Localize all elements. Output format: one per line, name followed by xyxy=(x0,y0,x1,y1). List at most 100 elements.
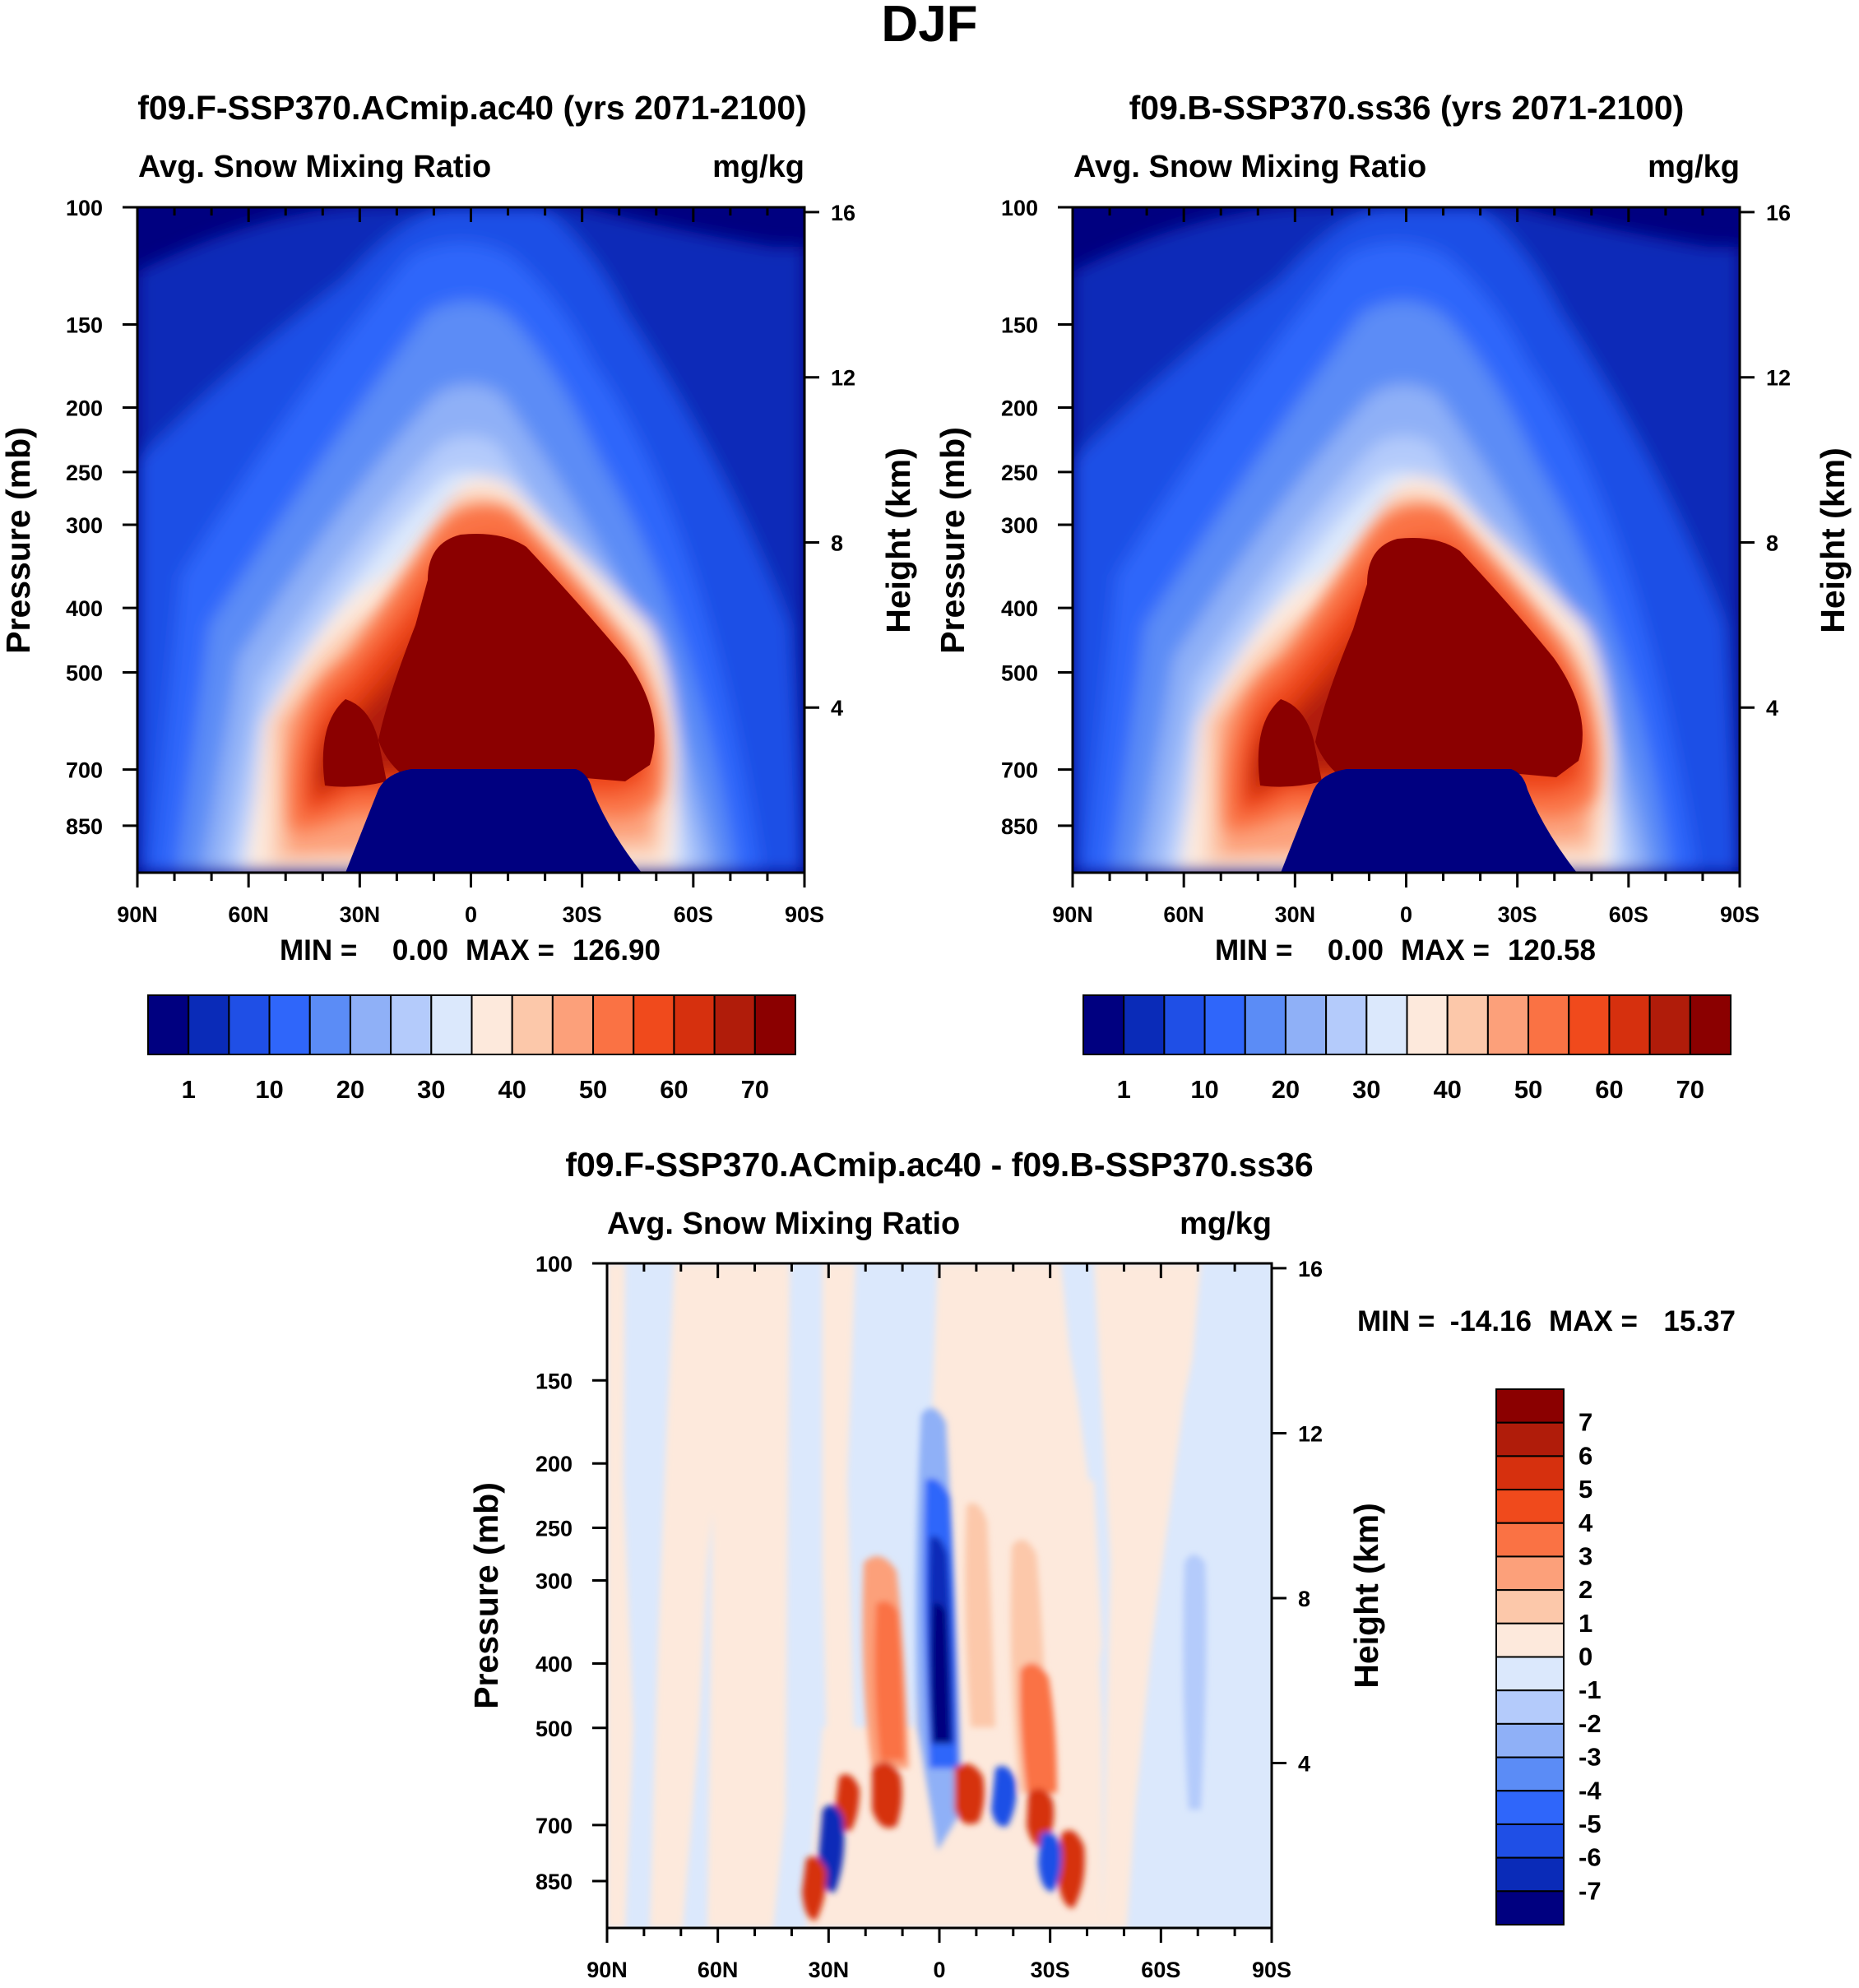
colorbar-swatch xyxy=(1495,1722,1565,1759)
colorbar-label: -7 xyxy=(1579,1876,1602,1905)
colorbar-swatch xyxy=(1495,1555,1565,1592)
panel-left-max-value: 126.90 xyxy=(573,934,661,966)
pressure-tick-label: 150 xyxy=(535,1369,573,1393)
colorbar-label: -4 xyxy=(1579,1776,1602,1805)
pressure-tick-label: 700 xyxy=(535,1814,573,1838)
colorbar-label: 1 xyxy=(1117,1075,1131,1104)
colorbar-label: 60 xyxy=(1595,1075,1623,1104)
colorbar-swatch xyxy=(228,994,271,1055)
colorbar-label: 50 xyxy=(1514,1075,1542,1104)
panel-left-min-label: MIN = xyxy=(280,934,357,966)
height-tick-label: 4 xyxy=(831,696,843,721)
colorbar-label: 30 xyxy=(1352,1075,1380,1104)
colorbar-swatch xyxy=(1568,994,1611,1055)
colorbar-swatch xyxy=(551,994,595,1055)
height-tick-label: 16 xyxy=(1298,1257,1323,1281)
colorbar-label: 70 xyxy=(1676,1075,1704,1104)
colorbar-swatch xyxy=(673,994,716,1055)
colorbar-swatch xyxy=(1123,994,1166,1055)
lat-tick-label: 0 xyxy=(1400,902,1412,927)
pressure-tick-label: 850 xyxy=(535,1870,573,1894)
colorbar-swatch xyxy=(1486,994,1530,1055)
colorbar-swatch xyxy=(592,994,635,1055)
colorbar-swatch xyxy=(1446,994,1489,1055)
pressure-tick-label: 200 xyxy=(1001,396,1038,421)
colorbar-swatch xyxy=(268,994,311,1055)
pressure-tick-label: 500 xyxy=(1001,660,1038,685)
height-tick-label: 4 xyxy=(1298,1751,1310,1776)
colorbar-swatch xyxy=(1689,994,1732,1055)
colorbar-label: -2 xyxy=(1579,1709,1602,1738)
colorbar-swatch xyxy=(1648,994,1691,1055)
lat-tick-label: 90S xyxy=(1252,1958,1291,1982)
lat-tick-label: 30S xyxy=(1498,902,1537,927)
colorbar-label: 4 xyxy=(1579,1508,1593,1537)
colorbar-label: 20 xyxy=(1272,1075,1300,1104)
pressure-tick-label: 100 xyxy=(535,1252,573,1277)
colorbar-swatch xyxy=(1608,994,1651,1055)
panel-diff-axes: 100 150 200 250 300 400 500 700 850 16 12 8 4 90N 60N 3… xyxy=(535,1252,1323,1982)
pressure-tick-label: 250 xyxy=(1001,461,1038,485)
panel-diff-min-value: -14.16 xyxy=(1450,1305,1532,1337)
colorbar-label: -1 xyxy=(1579,1675,1602,1704)
colorbar-label: 10 xyxy=(1190,1075,1218,1104)
panel-right-variable: Avg. Snow Mixing Ratio xyxy=(1073,150,1426,184)
pressure-tick-label: 250 xyxy=(66,461,103,485)
colorbar-swatch xyxy=(1528,994,1570,1055)
colorbar-swatch xyxy=(1495,1455,1565,1491)
colorbar-swatch xyxy=(1495,1388,1565,1424)
colorbar-label: 40 xyxy=(498,1075,526,1104)
colorbar-label: 10 xyxy=(255,1075,283,1104)
colorbar-swatch xyxy=(511,994,554,1055)
panel-left-title: f09.F-SSP370.ACmip.ac40 (yrs 2071-2100) xyxy=(137,89,807,127)
colorbar-swatch xyxy=(471,994,513,1055)
colorbar-label: -6 xyxy=(1579,1843,1602,1872)
pressure-tick-label: 200 xyxy=(535,1452,573,1476)
panel-left-variable: Avg. Snow Mixing Ratio xyxy=(138,150,491,184)
colorbar-label: -3 xyxy=(1579,1743,1602,1772)
colorbar-swatch xyxy=(1325,994,1368,1055)
lat-tick-label: 90S xyxy=(785,902,824,927)
panel-left-ylabel-right: Height (km) xyxy=(879,447,917,633)
colorbar-swatch xyxy=(188,994,230,1055)
lat-tick-label: 0 xyxy=(465,902,477,927)
height-tick-label: 4 xyxy=(1766,696,1778,721)
pressure-tick-label: 250 xyxy=(535,1517,573,1541)
colorbar-swatch xyxy=(1495,1823,1565,1859)
pressure-tick-label: 300 xyxy=(66,513,103,538)
height-tick-label: 12 xyxy=(1298,1421,1323,1446)
colorbar-label: 40 xyxy=(1433,1075,1461,1104)
panel-diff: f09.F-SSP370.ACmip.ac40 - f09.B-SSP370.s… xyxy=(467,1146,1736,1982)
panel-right-field xyxy=(1073,207,1740,873)
panel-right: f09.B-SSP370.ss36 (yrs 2071-2100) Avg. S… xyxy=(934,89,1852,1104)
colorbar-swatch xyxy=(430,994,473,1055)
colorbar-swatch xyxy=(1163,994,1206,1055)
lat-tick-label: 60N xyxy=(698,1958,739,1982)
pressure-tick-label: 150 xyxy=(1001,313,1038,337)
colorbar-label: 50 xyxy=(579,1075,607,1104)
panel-diff-title: f09.F-SSP370.ACmip.ac40 - f09.B-SSP370.s… xyxy=(565,1146,1313,1184)
colorbar-label: 0 xyxy=(1579,1643,1592,1671)
panel-diff-variable: Avg. Snow Mixing Ratio xyxy=(607,1207,960,1241)
colorbar-swatch xyxy=(1495,1421,1565,1457)
colorbar-swatch xyxy=(1365,994,1408,1055)
colorbar-label: 5 xyxy=(1579,1475,1592,1504)
lat-tick-label: 90N xyxy=(117,902,158,927)
colorbar-swatch xyxy=(1495,1622,1565,1658)
lat-tick-label: 60N xyxy=(1163,902,1204,927)
panel-right-min-value: 0.00 xyxy=(1328,934,1384,966)
colorbar-label: 1 xyxy=(1579,1609,1592,1638)
panel-diff-units: mg/kg xyxy=(1180,1207,1272,1241)
lat-tick-label: 30S xyxy=(1031,1958,1070,1982)
panel-left-field xyxy=(137,207,804,873)
panel-left-units: mg/kg xyxy=(712,150,804,184)
pressure-tick-label: 400 xyxy=(535,1652,573,1676)
colorbar-swatch xyxy=(1495,1489,1565,1524)
figure-title: DJF xyxy=(881,0,977,53)
panel-right-colorbar: 1 10 20 30 40 50 60 70 xyxy=(1082,994,1732,1104)
pressure-tick-label: 850 xyxy=(1001,814,1038,839)
colorbar-swatch xyxy=(308,994,351,1055)
panel-right-ylabel-right: Height (km) xyxy=(1814,447,1852,633)
panel-left-max-label: MAX = xyxy=(466,934,554,966)
colorbar-swatch xyxy=(147,994,190,1055)
